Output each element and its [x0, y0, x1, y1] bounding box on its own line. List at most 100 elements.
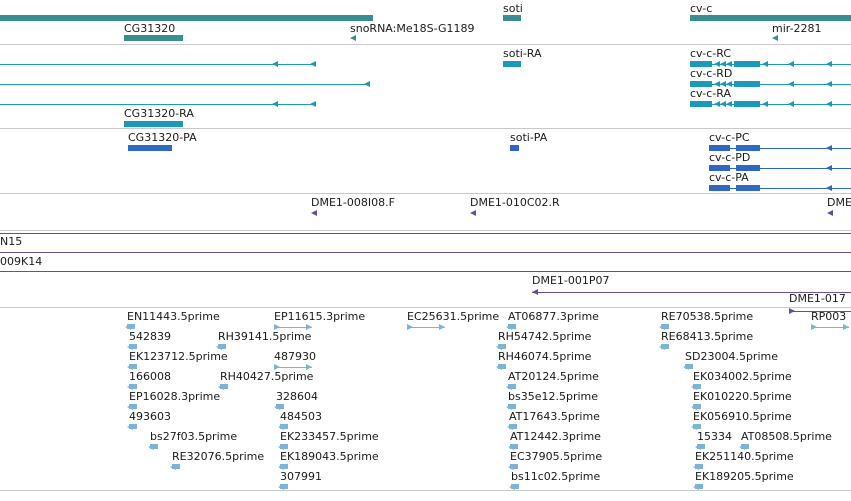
- gene-cv-c-bar[interactable]: [690, 15, 851, 21]
- transcript-cv-c-rd-exon[interactable]: [690, 81, 712, 87]
- est-re70538-5prime-bar[interactable]: [661, 324, 669, 329]
- est-ek010220-5prime-icon: [691, 403, 697, 410]
- est-ep11615-3prime-label: EP11615.3prime: [274, 310, 366, 323]
- est-ek233457-5prime-label: EK233457.5prime: [280, 430, 379, 443]
- transcript-cv-c-rc-exon[interactable]: [734, 61, 760, 67]
- clone-end-dme1-label: DME1: [827, 196, 851, 209]
- est-487930-line: [274, 367, 312, 368]
- est-rh40427-5prime-bar[interactable]: [220, 384, 228, 389]
- est-rh46074-5prime-bar[interactable]: [498, 364, 506, 369]
- est-487930-label: 487930: [274, 350, 316, 363]
- est-166008-label: 166008: [129, 370, 171, 383]
- est-at12442-3prime-icon: [508, 443, 514, 450]
- est-ek034002-5prime-bar[interactable]: [693, 384, 701, 389]
- est-bs11c02-5prime-bar[interactable]: [511, 484, 519, 489]
- transcript-cg31320-ra-label: CG31320-RA: [124, 107, 194, 120]
- gene-mir-2281-label: mir-2281: [772, 22, 822, 35]
- protein-strand-icon: [826, 185, 832, 191]
- est-ek056910-5prime-bar[interactable]: [693, 424, 701, 429]
- est-rh39141-5prime-bar[interactable]: [218, 344, 226, 349]
- protein-strand-icon: [128, 145, 134, 151]
- protein-cv-c-pc-exon[interactable]: [736, 145, 760, 151]
- est-ek251140-5prime-bar[interactable]: [695, 464, 703, 469]
- transcript-cv-c-ra-exon[interactable]: [690, 101, 712, 107]
- gene-cg31320-strand-icon: [124, 35, 130, 41]
- est-166008-icon: [127, 383, 133, 390]
- est-re68413-5prime-icon: [659, 343, 665, 350]
- est-ep16028-3prime-label: EP16028.3prime: [129, 390, 221, 403]
- transcript-cv-c-rc-label: cv-c-RC: [690, 47, 732, 60]
- protein-cv-c-pc-exon[interactable]: [709, 145, 730, 151]
- track-genes: [0, 0, 851, 45]
- clone-dme1-001p07-icon: [532, 289, 538, 295]
- est-307991-label: 307991: [280, 470, 322, 483]
- protein-cv-c-pd-exon[interactable]: [709, 165, 730, 171]
- est-493603-icon: [127, 423, 133, 430]
- protein-cv-c-pa-line: [709, 188, 851, 189]
- est-166008-bar[interactable]: [129, 384, 137, 389]
- est-ek034002-5prime-icon: [691, 383, 697, 390]
- protein-cv-c-pa-exon[interactable]: [709, 185, 730, 191]
- est-15334-bar[interactable]: [697, 444, 705, 449]
- est-rh40427-5prime-icon: [218, 383, 224, 390]
- transcript-cv-c-ra-exon[interactable]: [734, 101, 760, 107]
- transcript-cv-c-rd-exon[interactable]: [734, 81, 760, 87]
- est-484503-icon: [278, 423, 284, 430]
- transcript-cv-c-rc-exon[interactable]: [690, 61, 712, 67]
- est-bs11c02-5prime-label: bs11c02.5prime: [511, 470, 601, 483]
- protein-cg31320-pa-bar[interactable]: [128, 145, 172, 151]
- est-bs27f03-5prime-label: bs27f03.5prime: [150, 430, 238, 443]
- est-en11443-5prime-bar[interactable]: [127, 324, 135, 329]
- est-487930-icon: [274, 364, 280, 370]
- est-ec37905-5prime-bar[interactable]: [510, 464, 518, 469]
- est-at20124-5prime-icon: [506, 383, 512, 390]
- est-ek123712-5prime-bar[interactable]: [129, 364, 137, 369]
- est-ec25631-5prime-icon: [407, 324, 413, 330]
- est-at12442-3prime-bar[interactable]: [510, 444, 518, 449]
- est-ep16028-3prime-icon: [127, 403, 133, 410]
- est-en11443-5prime-icon: [125, 323, 131, 330]
- transcript-cv-c-ra-line: [690, 104, 851, 105]
- est-rh54742-5prime-bar[interactable]: [498, 344, 506, 349]
- est-at17643-5prime-bar[interactable]: [509, 424, 517, 429]
- est-328604-bar[interactable]: [276, 404, 284, 409]
- transcript-strand-icon: [720, 81, 726, 87]
- est-ep16028-3prime-bar[interactable]: [129, 404, 137, 409]
- est-ek233457-5prime-bar[interactable]: [280, 444, 288, 449]
- est-484503-bar[interactable]: [280, 424, 288, 429]
- est-ek010220-5prime-bar[interactable]: [693, 404, 701, 409]
- est-493603-bar[interactable]: [129, 424, 137, 429]
- transcript-soti-ra-bar[interactable]: [503, 61, 521, 67]
- est-307991-bar[interactable]: [280, 484, 288, 489]
- est-bs35e12-5prime-bar[interactable]: [508, 404, 516, 409]
- gene-cg31320-segment[interactable]: [124, 35, 183, 41]
- protein-cv-c-pd-exon[interactable]: [736, 165, 760, 171]
- est-at08508-5prime-bar[interactable]: [741, 444, 749, 449]
- est-sd23004-5prime-bar[interactable]: [685, 364, 693, 369]
- protein-cv-c-pa-exon[interactable]: [736, 185, 760, 191]
- protein-soti-pa-bar[interactable]: [510, 145, 519, 151]
- est-sd23004-5prime-label: SD23004.5prime: [685, 350, 778, 363]
- est-re32076-5prime-bar[interactable]: [172, 464, 180, 469]
- est-at20124-5prime-bar[interactable]: [508, 384, 516, 389]
- est-ek189205-5prime-bar[interactable]: [695, 484, 703, 489]
- transcript-cg31320-ra-bar[interactable]: [124, 121, 183, 127]
- est-bs27f03-5prime-icon: [148, 443, 154, 450]
- est-ek189043-5prime-bar[interactable]: [280, 464, 288, 469]
- gene-cv-c-label: cv-c: [690, 2, 713, 15]
- est-re68413-5prime-bar[interactable]: [661, 344, 669, 349]
- track-proteins: [0, 129, 851, 194]
- est-at06877-3prime-icon: [506, 323, 512, 330]
- est-542839-bar[interactable]: [129, 344, 137, 349]
- est-rh54742-5prime-label: RH54742.5prime: [498, 330, 592, 343]
- est-bs27f03-5prime-bar[interactable]: [150, 444, 158, 449]
- gene-cg31320-bar[interactable]: [0, 15, 373, 21]
- est-at06877-3prime-bar[interactable]: [508, 324, 516, 329]
- gene-soti-bar[interactable]: [503, 15, 521, 21]
- protein-cv-c-pc-label: cv-c-PC: [709, 131, 750, 144]
- est-at08508-5prime-label: AT08508.5prime: [741, 430, 832, 443]
- protein-strand-icon: [720, 185, 726, 191]
- transcript-soti-ra-label: soti-RA: [503, 47, 542, 60]
